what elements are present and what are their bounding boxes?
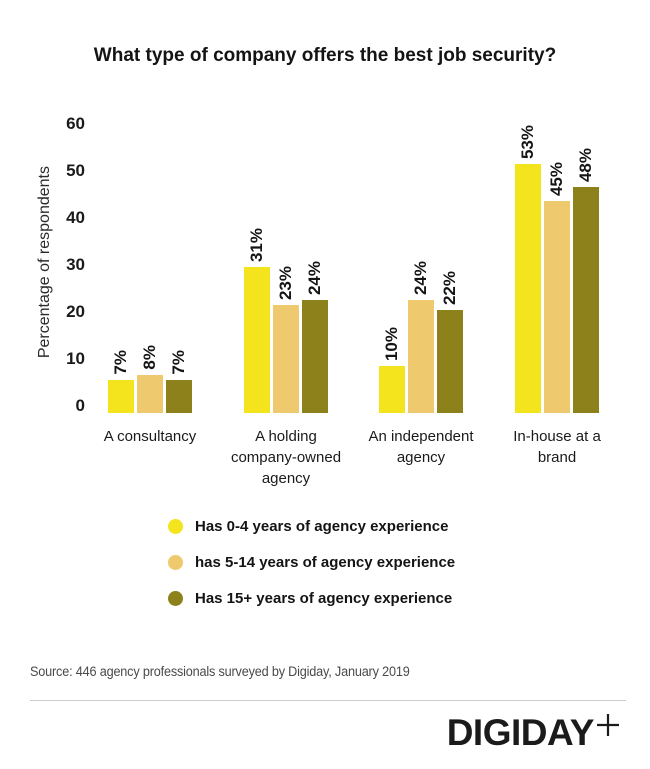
legend-swatch-3 (168, 590, 183, 606)
bar-a-consultancy-s1 (108, 380, 134, 413)
bar-an-independent-s3 (437, 310, 463, 413)
legend-label-1: Has 0-4 years of agency experience (195, 517, 449, 535)
footer-divider (30, 700, 626, 701)
digiday-logo: DIGIDAY (420, 712, 620, 762)
category-label-in-house-at-a: In-house at a brand (513, 428, 601, 466)
y-tick-label-0: 0 (75, 396, 85, 415)
bar-a-holding-s2 (273, 305, 299, 413)
bar-value-label: 53% (518, 124, 537, 159)
bar-value-label: 48% (576, 147, 595, 182)
legend-label-3: Has 15+ years of agency experience (195, 589, 453, 607)
y-tick-label-60: 60 (66, 114, 85, 133)
bar-value-label: 7% (111, 350, 130, 375)
category-label-a-consultancy: A consultancy (103, 428, 197, 445)
y-tick-label-50: 50 (66, 161, 85, 180)
legend-swatch-2 (168, 554, 183, 570)
plus-icon (597, 714, 619, 736)
bar-value-label: 7% (169, 350, 188, 375)
legend-item-1: Has 0-4 years of agency experience (168, 508, 455, 544)
y-tick-label-20: 20 (66, 302, 85, 321)
bar-a-holding-s1 (244, 267, 270, 413)
category-label-an-independent: An independent agency (368, 428, 474, 466)
bar-a-consultancy-s3 (166, 380, 192, 413)
y-tick-label-40: 40 (66, 208, 85, 227)
chart-title: What type of company offers the best job… (93, 44, 557, 66)
bar-value-label: 22% (440, 270, 459, 305)
bar-value-label: 45% (547, 161, 566, 196)
bar-value-label: 10% (382, 326, 401, 361)
bar-value-label: 24% (305, 260, 324, 295)
category-label-a-holding: A holding company-owned agency (230, 428, 342, 487)
digiday-logo-text: DIGIDAY (446, 712, 595, 753)
bar-an-independent-s2 (408, 300, 434, 413)
bar-in-house-at-a-s2 (544, 201, 570, 413)
legend-item-2: has 5-14 years of agency experience (168, 544, 455, 580)
legend-item-3: Has 15+ years of agency experience (168, 580, 455, 616)
source-text: Source: 446 agency professionals surveye… (30, 663, 410, 679)
bar-value-label: 23% (276, 265, 295, 300)
legend-label-2: has 5-14 years of agency experience (195, 553, 456, 571)
bar-a-consultancy-s2 (137, 375, 163, 413)
bar-in-house-at-a-s3 (573, 187, 599, 413)
legend: Has 0-4 years of agency experience has 5-… (168, 508, 455, 616)
bar-a-holding-s3 (302, 300, 328, 413)
y-tick-label-10: 10 (66, 349, 85, 368)
bar-value-label: 8% (140, 345, 159, 370)
bar-in-house-at-a-s1 (515, 164, 541, 413)
bar-an-independent-s1 (379, 366, 405, 413)
bar-value-label: 24% (411, 260, 430, 295)
y-tick-label-30: 30 (66, 255, 85, 274)
legend-swatch-1 (168, 518, 183, 534)
bar-value-label: 31% (247, 227, 266, 262)
